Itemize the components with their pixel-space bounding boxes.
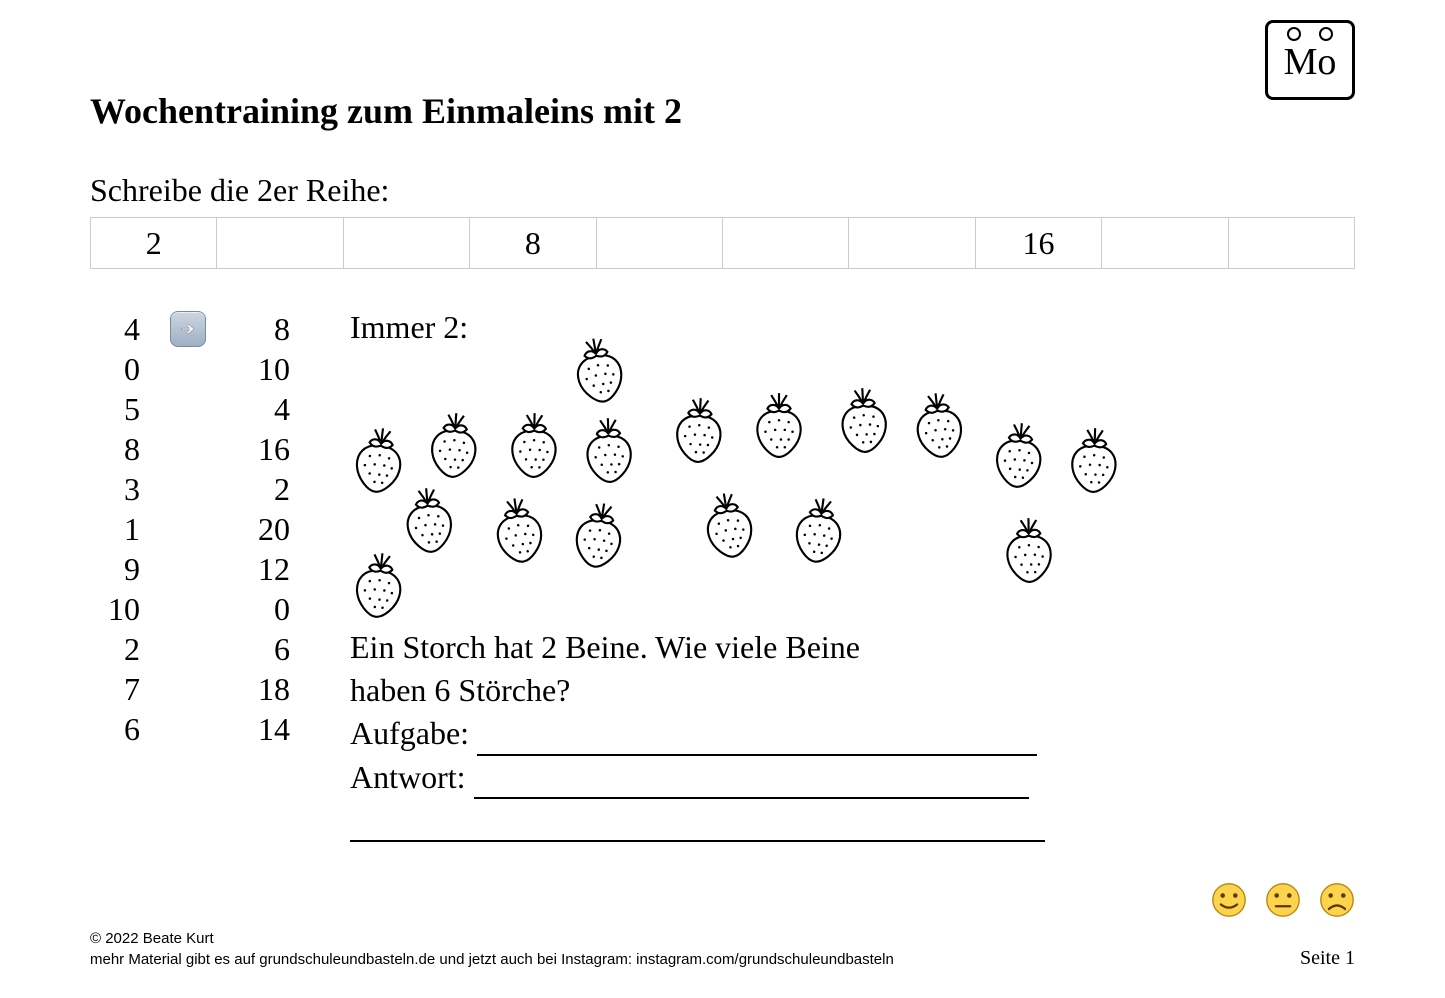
match-right-value: 8: [274, 309, 290, 349]
calendar-hole: [1319, 27, 1333, 41]
row-cell[interactable]: 8: [470, 218, 596, 268]
strawberry-icon: [564, 331, 633, 410]
extra-blank[interactable]: [350, 807, 1045, 842]
row-cell[interactable]: [723, 218, 849, 268]
calendar-hole: [1287, 27, 1301, 41]
match-right-value: 14: [258, 709, 290, 749]
smiley-sad-icon[interactable]: [1319, 882, 1355, 918]
match-right-value: 6: [274, 629, 290, 669]
strawberry-icon: [999, 515, 1058, 586]
match-left-value: 8: [124, 429, 140, 469]
immer-label: Immer 2:: [350, 309, 1355, 346]
rating-smileys: [1211, 882, 1355, 918]
match-left-value: 4: [124, 309, 140, 349]
number-row-table: 2 8 16: [90, 217, 1355, 269]
row-cell[interactable]: 2: [91, 218, 217, 268]
page-footer: © 2022 Beate Kurt mehr Material gibt es …: [90, 928, 1355, 970]
row-cell[interactable]: [344, 218, 470, 268]
match-right-value: 4: [274, 389, 290, 429]
strawberry-icon: [504, 410, 563, 481]
match-left-value: 5: [124, 389, 140, 429]
strawberry-icon: [397, 484, 461, 559]
smiley-happy-icon[interactable]: [1211, 882, 1247, 918]
row-cell[interactable]: 16: [976, 218, 1102, 268]
match-right-value: 0: [274, 589, 290, 629]
match-left-value: 2: [124, 629, 140, 669]
task-line: Aufgabe:: [350, 712, 1355, 755]
strawberry-icon: [565, 497, 633, 575]
strawberry-icon: [347, 548, 412, 624]
row-cell[interactable]: [597, 218, 723, 268]
more-material-text: mehr Material gibt es auf grundschuleund…: [90, 949, 894, 970]
strawberry-icon: [668, 395, 730, 468]
strawberries-area: [350, 356, 1355, 606]
strawberry-icon: [987, 419, 1051, 494]
task-blank[interactable]: [477, 720, 1037, 755]
task-label: Aufgabe:: [350, 715, 469, 751]
strawberry-icon: [833, 385, 895, 458]
strawberry-icon: [485, 492, 552, 569]
instruction-text: Schreibe die 2er Reihe:: [90, 172, 1355, 209]
match-right-value: 16: [258, 429, 290, 469]
match-left-value: 10: [108, 589, 140, 629]
word-problem-line: haben 6 Störche?: [350, 669, 1355, 712]
row-cell[interactable]: [1229, 218, 1354, 268]
page-title: Wochentraining zum Einmaleins mit 2: [90, 90, 1355, 132]
strawberry-icon: [695, 487, 763, 565]
row-cell[interactable]: [1102, 218, 1228, 268]
match-left-value: 3: [124, 469, 140, 509]
match-right-value: 12: [258, 549, 290, 589]
answer-line: Antwort:: [350, 756, 1355, 799]
match-right-value: 20: [258, 509, 290, 549]
strawberry-icon: [423, 409, 486, 483]
smiley-neutral-icon[interactable]: [1265, 882, 1301, 918]
match-left-value: 0: [124, 349, 140, 389]
calendar-day-label: Mo: [1268, 43, 1352, 81]
strawberry-icon: [1064, 425, 1124, 497]
strawberry-icon: [750, 391, 808, 461]
row-cell[interactable]: [849, 218, 975, 268]
page-number: Seite 1: [1300, 947, 1355, 970]
arrow-right-icon: [170, 311, 206, 347]
matching-exercise: 4 0 5 8 3 1 9 10 2 7 6 8 10 4 16 2 20 12…: [90, 309, 290, 842]
row-cell[interactable]: [217, 218, 343, 268]
match-left-value: 6: [124, 709, 140, 749]
extra-line: [350, 799, 1355, 842]
answer-blank[interactable]: [474, 764, 1029, 799]
calendar-day-box: Mo: [1265, 20, 1355, 100]
copyright-text: © 2022 Beate Kurt: [90, 928, 894, 949]
match-left-column: 4 0 5 8 3 1 9 10 2 7 6: [90, 309, 140, 842]
match-left-value: 1: [124, 509, 140, 549]
word-problem: Ein Storch hat 2 Beine. Wie viele Beine …: [350, 626, 1355, 842]
strawberry-icon: [907, 388, 972, 464]
match-arrow-column: [170, 309, 210, 842]
match-right-column: 8 10 4 16 2 20 12 0 6 18 14: [240, 309, 290, 842]
match-right-value: 2: [274, 469, 290, 509]
answer-label: Antwort:: [350, 759, 466, 795]
match-right-value: 18: [258, 669, 290, 709]
match-right-value: 10: [258, 349, 290, 389]
strawberry-icon: [579, 415, 639, 487]
strawberry-icon: [785, 492, 852, 569]
word-problem-line: Ein Storch hat 2 Beine. Wie viele Beine: [350, 626, 1355, 669]
match-left-value: 7: [124, 669, 140, 709]
match-left-value: 9: [124, 549, 140, 589]
